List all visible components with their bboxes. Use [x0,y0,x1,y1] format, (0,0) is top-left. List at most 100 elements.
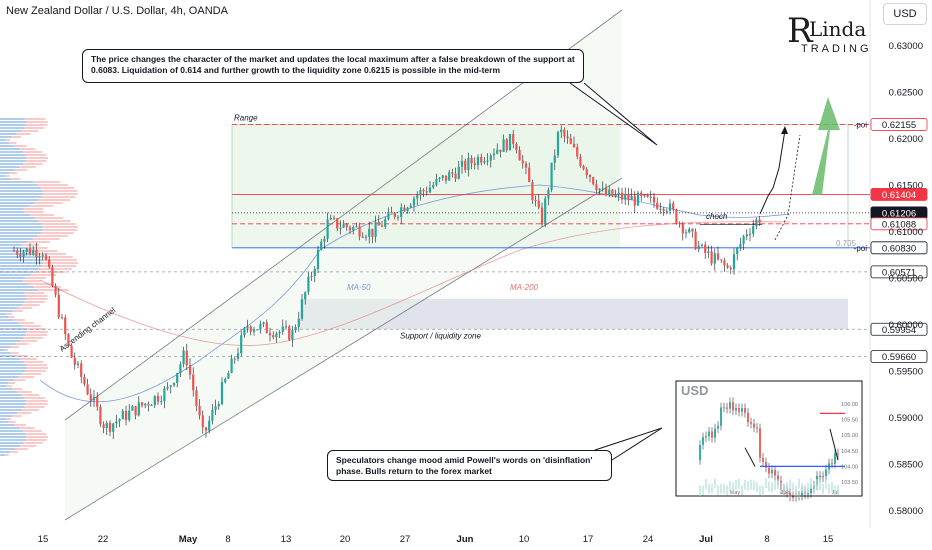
note-bottom[interactable]: Speculators change mood amid Powell's wo… [327,450,612,481]
volume-profile-bar [0,394,22,396]
note-top[interactable]: The price changes the character of the m… [82,49,584,83]
inset-x-tick: May [730,490,741,496]
volume-profile-bar [25,334,48,336]
candle-body [428,187,432,193]
inset-volume-bar [777,479,779,490]
y-tick-label: 0.60500 [889,274,923,285]
y-tick-label: 0.60000 [889,320,923,331]
volume-profile-bar [15,343,29,345]
candle-body [444,175,448,181]
volume-profile-bar [25,160,47,162]
candle-body [684,232,688,234]
candle-body [758,219,761,223]
volume-profile-bar [9,172,18,174]
inset-arrow [829,428,839,461]
candle-body [60,317,64,319]
inset-volume-bar [798,478,800,489]
candle-body [624,194,627,200]
candle-body [288,326,291,340]
volume-profile-bar [0,400,27,402]
symbol-title: New Zealand Dollar / U.S. Dollar, 4h, OA… [6,5,228,17]
price-level-label: 0.62155 [882,120,916,131]
volume-profile-bar [0,166,20,168]
volume-profile-bar [0,118,25,120]
volume-profile-bar [41,196,76,198]
volume-profile-bar [6,418,12,420]
volume-profile-bar [38,220,71,222]
candle-body [172,382,176,386]
volume-profile-bar [39,268,72,270]
volume-profile-bar [22,325,42,327]
inset-candle-body [756,427,758,429]
volume-profile-bar [40,187,75,189]
candle-body [137,402,140,416]
inset-volume-bar [819,480,821,491]
volume-profile-bar [20,358,37,360]
inset-candle-body [762,457,764,463]
candle-body [38,256,41,258]
candle-body [499,149,502,152]
x-tick-label: Jul [699,534,713,545]
projection-path [759,129,786,215]
candle-body [716,253,720,260]
candle-body [656,202,659,209]
inset-candle-body [792,496,794,498]
inset-candle-body [819,475,821,478]
candle-body [400,207,403,218]
brand-logo: R Linda TRADING [787,11,869,61]
candle-body [675,209,678,224]
candle-body [720,259,723,261]
candle-body [224,378,227,383]
volume-profile-bar [24,292,45,294]
y-tick-label: 0.61000 [889,227,923,238]
candle-body [566,136,569,139]
candle-body [467,157,470,170]
candle-body [633,195,636,206]
price-level-tag [870,241,928,255]
volume-profile-bar [0,235,38,237]
candle-body [182,350,185,365]
currency-button[interactable]: USD [883,3,927,25]
candle-body [118,419,121,422]
candle-body [57,294,60,318]
candle-body [614,194,617,197]
candle-body [601,188,604,190]
inset-candle-body [798,495,800,497]
candle-body [396,216,400,218]
inset-volume-bar [744,479,746,490]
candle-body [211,409,214,421]
candle-body [374,221,377,237]
volume-profile-bar [23,151,43,153]
choch-label: choch [706,212,728,221]
candle-body [51,267,54,286]
volume-profile-bar [0,421,9,423]
inset-volume-bar [768,481,770,492]
candle-body [89,394,92,401]
inset-volume-bar [822,483,824,494]
inset-chart-frame [675,380,863,497]
volume-profile-bar [0,196,42,198]
range-label: Range [234,114,258,123]
volume-profile-bar [0,301,25,303]
volume-profile-bar [26,124,48,126]
candle-body [748,233,752,235]
inset-candle-body [795,495,797,497]
candle-body [406,207,409,212]
price-level-label: 0.60571 [882,267,916,278]
volume-profile-bar [0,244,22,246]
candle-body [598,188,601,191]
volume-profile-bar [37,184,69,186]
logo-line1: Linda [809,17,867,41]
candle-body [310,275,313,277]
inset-volume-bar [795,485,797,496]
candle-body [115,421,118,424]
inset-candle-body [747,412,749,423]
inset-candle-body [774,470,776,476]
candle-body [284,326,288,328]
candle-body [380,225,384,227]
inset-candle-body [765,462,767,468]
candle-body [678,223,681,225]
candle-body [723,260,726,266]
x-tick-label: May [179,534,198,545]
